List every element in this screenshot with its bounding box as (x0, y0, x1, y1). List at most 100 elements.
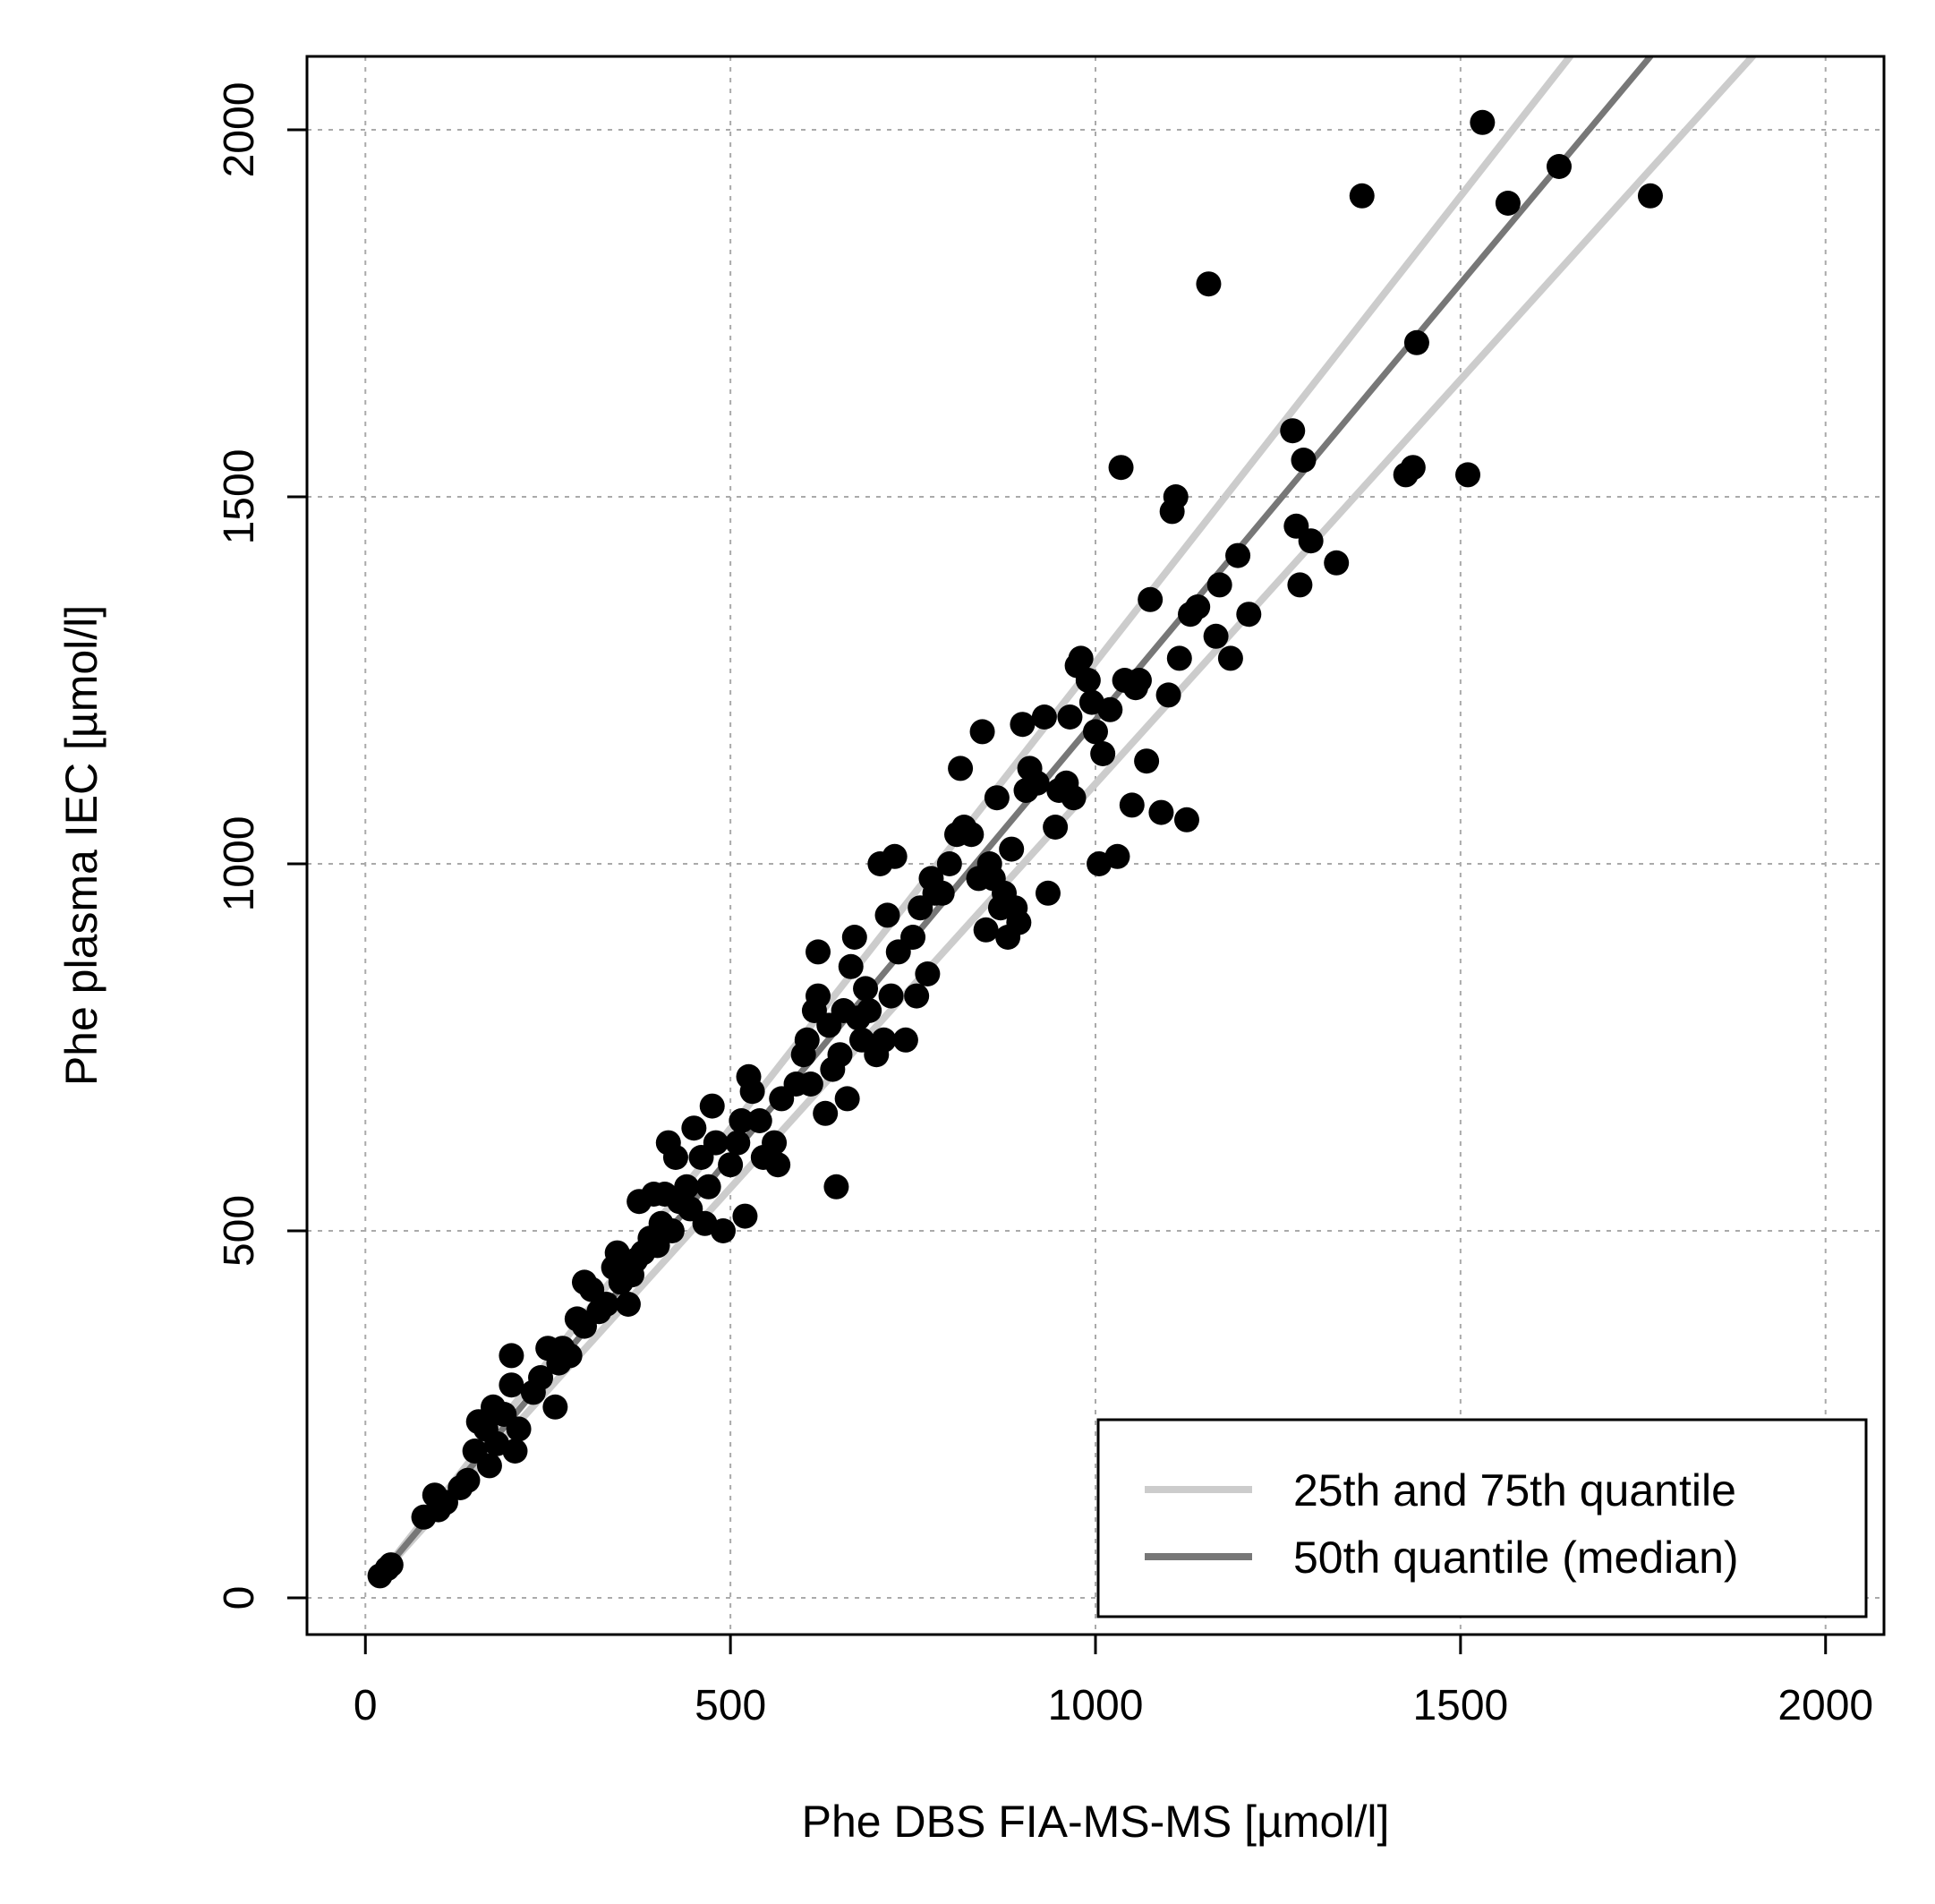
x-axis-title: Phe DBS FIA-MS-MS [µmol/l] (802, 1797, 1390, 1847)
data-point-171 (1400, 455, 1426, 481)
data-point-139 (1090, 741, 1116, 766)
data-point-8 (455, 1467, 481, 1493)
data-point-68 (765, 1152, 791, 1178)
x-axis: 0 500 1000 1500 2000 (354, 1635, 1873, 1729)
data-point-32 (593, 1292, 619, 1317)
data-point-142 (1108, 455, 1134, 481)
data-point-157 (1196, 271, 1222, 297)
data-point-98 (900, 925, 926, 950)
data-point-80 (823, 1174, 849, 1200)
data-point-26 (557, 1343, 583, 1369)
data-point-73 (797, 1072, 823, 1097)
y-tick-label-2: 1000 (216, 816, 263, 912)
data-point-88 (853, 976, 879, 1002)
data-point-158 (1203, 623, 1229, 649)
quantile-line-2 (376, 56, 1757, 1580)
data-point-36 (615, 1292, 641, 1317)
data-point-93 (874, 902, 900, 928)
data-point-107 (948, 756, 974, 781)
data-point-162 (1236, 602, 1262, 628)
data-point-72 (794, 1027, 820, 1053)
data-point-58 (710, 1218, 736, 1243)
data-point-89 (857, 998, 882, 1023)
data-point-166 (1291, 448, 1317, 473)
data-point-144 (1119, 792, 1145, 818)
data-point-77 (813, 1100, 839, 1126)
x-tick-label-0: 0 (354, 1682, 378, 1729)
data-point-23 (542, 1394, 568, 1420)
data-point-111 (969, 719, 995, 745)
data-point-156 (1185, 594, 1211, 619)
x-tick-label-4: 2000 (1777, 1682, 1873, 1729)
data-point-150 (1155, 682, 1181, 708)
data-point-60 (725, 1130, 751, 1156)
x-tick-label-2: 1000 (1048, 1682, 1144, 1729)
data-point-101 (915, 961, 941, 986)
data-point-140 (1097, 696, 1123, 722)
data-point-99 (904, 983, 930, 1009)
data-point-2 (378, 1552, 404, 1578)
data-point-137 (1083, 719, 1108, 745)
data-points (367, 109, 1663, 1589)
data-point-153 (1166, 645, 1192, 671)
data-point-52 (681, 1115, 707, 1141)
data-point-17 (499, 1343, 524, 1369)
data-point-50 (674, 1174, 700, 1200)
data-point-21 (528, 1365, 554, 1390)
data-point-168 (1324, 550, 1350, 576)
data-point-18 (502, 1439, 528, 1464)
data-point-109 (959, 822, 985, 848)
data-point-122 (1010, 712, 1036, 738)
data-point-76 (806, 939, 831, 965)
data-point-59 (718, 1152, 744, 1178)
y-tick-label-4: 2000 (216, 82, 263, 178)
data-point-85 (841, 925, 867, 950)
data-point-83 (834, 1086, 860, 1112)
data-point-92 (871, 1027, 897, 1053)
y-axis-title: Phe plasma IEC [µmol/l] (56, 605, 107, 1086)
data-point-119 (999, 836, 1025, 862)
data-point-148 (1138, 586, 1164, 612)
data-point-81 (827, 1042, 853, 1068)
y-axis: 0 500 1000 1500 2000 (216, 82, 307, 1610)
data-point-64 (739, 1079, 765, 1105)
x-tick-label-3: 1500 (1412, 1682, 1508, 1729)
data-point-115 (984, 785, 1010, 811)
data-point-65 (746, 1108, 772, 1133)
data-point-167 (1298, 528, 1324, 554)
data-point-12 (476, 1453, 502, 1479)
legend: 25th and 75th quantile 50th quantile (me… (1096, 1418, 1868, 1618)
data-point-141 (1104, 843, 1130, 869)
data-point-163 (1280, 418, 1306, 444)
y-tick-label-0: 0 (216, 1586, 263, 1610)
data-point-57 (703, 1130, 729, 1156)
data-point-174 (1470, 109, 1496, 135)
data-point-47 (659, 1218, 685, 1243)
data-point-125 (1024, 770, 1050, 796)
data-point-176 (1546, 154, 1572, 179)
data-point-165 (1287, 572, 1313, 598)
data-point-147 (1134, 748, 1160, 774)
data-point-154 (1173, 807, 1199, 832)
data-point-135 (1075, 668, 1101, 693)
data-point-149 (1148, 799, 1174, 825)
data-point-175 (1495, 191, 1521, 216)
data-point-161 (1225, 542, 1251, 568)
data-point-112 (973, 917, 999, 943)
data-point-134 (1068, 645, 1094, 671)
quantile-lines (376, 56, 1757, 1580)
data-point-104 (929, 880, 955, 906)
data-point-48 (662, 1145, 688, 1170)
data-point-126 (1031, 704, 1057, 730)
data-point-67 (762, 1130, 788, 1156)
legend-box (1096, 1418, 1868, 1618)
data-point-172 (1403, 329, 1429, 355)
data-point-105 (936, 851, 962, 876)
data-point-16 (499, 1372, 524, 1398)
data-point-19 (506, 1416, 532, 1442)
legend-label-quartiles: 25th and 75th quantile (1293, 1465, 1736, 1516)
data-point-131 (1057, 704, 1083, 730)
data-point-61 (729, 1108, 754, 1133)
x-tick-label-1: 500 (695, 1682, 766, 1729)
